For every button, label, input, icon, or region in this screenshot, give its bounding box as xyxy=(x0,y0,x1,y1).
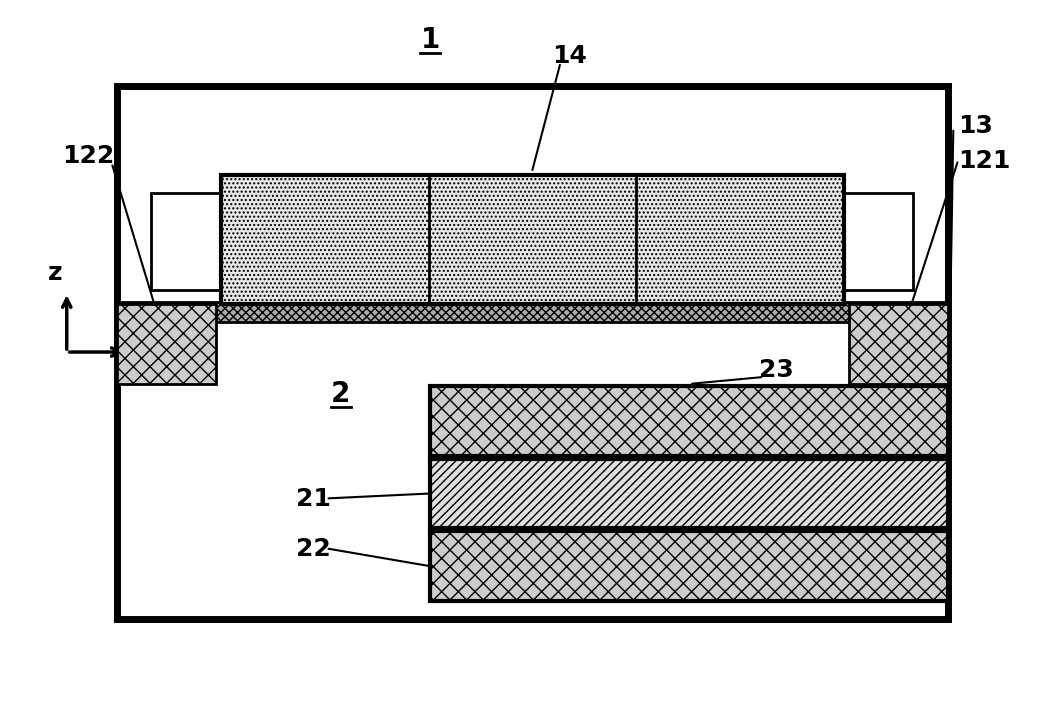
Bar xyxy=(151,193,914,290)
Text: z: z xyxy=(48,261,63,285)
Text: 22: 22 xyxy=(296,537,330,561)
Bar xyxy=(117,304,216,384)
Text: x: x xyxy=(130,343,147,367)
Text: 11: 11 xyxy=(789,303,824,327)
Text: 13: 13 xyxy=(959,114,993,138)
Bar xyxy=(221,175,844,304)
Text: 122: 122 xyxy=(61,144,114,168)
Text: 14: 14 xyxy=(552,44,588,68)
Text: 1: 1 xyxy=(421,26,440,54)
Bar xyxy=(430,386,948,456)
Text: 21: 21 xyxy=(296,487,330,511)
Text: 23: 23 xyxy=(759,358,794,382)
Bar xyxy=(117,303,948,322)
Bar xyxy=(117,86,948,619)
Text: 121: 121 xyxy=(959,149,1011,173)
Bar xyxy=(430,458,948,529)
Bar xyxy=(849,304,948,384)
Bar xyxy=(430,531,948,601)
Text: 2: 2 xyxy=(331,380,350,408)
